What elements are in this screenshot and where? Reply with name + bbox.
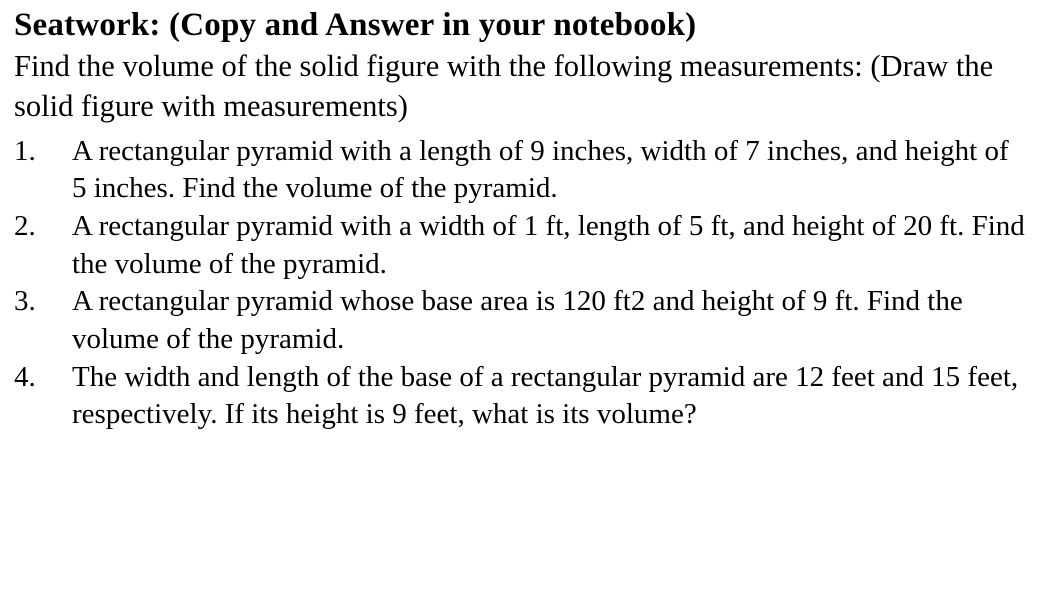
list-item: A rectangular pyramid whose base area is… [14,283,1028,358]
list-item: A rectangular pyramid with a width of 1 … [14,208,1028,283]
page-title: Seatwork: (Copy and Answer in your noteb… [14,4,1028,46]
list-item: The width and length of the base of a re… [14,359,1028,434]
problems-list: A rectangular pyramid with a length of 9… [14,133,1028,435]
list-item: A rectangular pyramid with a length of 9… [14,133,1028,208]
worksheet-page: Seatwork: (Copy and Answer in your noteb… [0,0,1042,442]
instructions-text: Find the volume of the solid figure with… [14,47,1028,126]
